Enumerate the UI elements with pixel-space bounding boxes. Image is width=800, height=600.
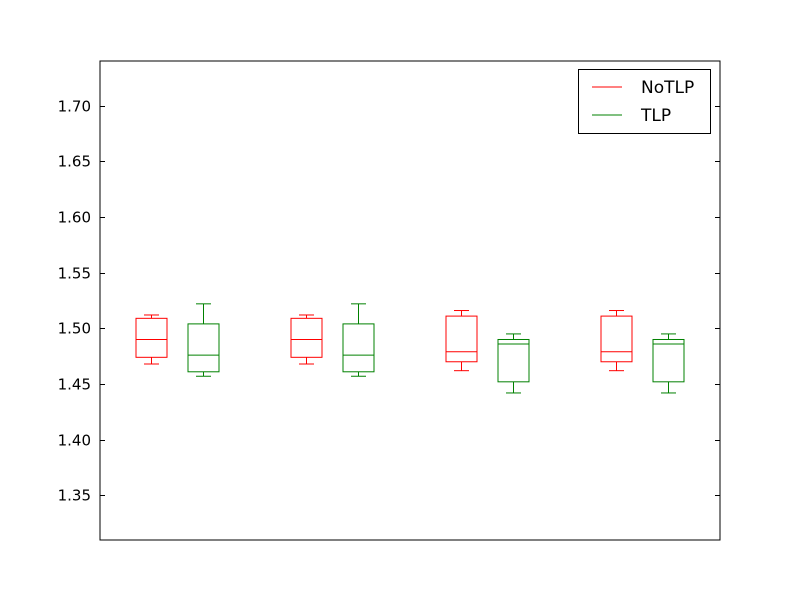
- box-tlp-2: [342, 303, 375, 377]
- y-tick-label: 1.40: [58, 432, 91, 450]
- box-body: [342, 323, 375, 373]
- series-notlp: [135, 310, 633, 372]
- legend: NoTLP TLP: [578, 69, 711, 134]
- box-body: [497, 338, 530, 383]
- box-body: [652, 338, 685, 383]
- box-body: [290, 317, 323, 358]
- y-tick-label: 1.65: [58, 153, 91, 171]
- y-tick-label: 1.55: [58, 265, 91, 283]
- legend-label: TLP: [640, 106, 671, 126]
- box-tlp-3: [497, 333, 530, 394]
- series-tlp: [187, 303, 685, 394]
- boxes-layer: [135, 303, 685, 394]
- y-tick-label: 1.45: [58, 376, 91, 394]
- legend-box: [578, 69, 711, 134]
- box-notlp-2: [290, 314, 323, 365]
- box-body: [600, 315, 633, 363]
- box-body: [135, 317, 168, 358]
- box-tlp-1: [187, 303, 220, 377]
- box-tlp-4: [652, 333, 685, 394]
- y-tick-label: 1.35: [58, 487, 91, 505]
- y-tick-label: 1.50: [58, 320, 91, 338]
- y-tick-label: 1.60: [58, 209, 91, 227]
- y-axis: 1.35 1.40 1.45 1.50 1.55 1.60 1.65 1.70: [58, 98, 720, 505]
- legend-entry-tlp: TLP: [592, 106, 671, 126]
- plot-area-frame: [99, 60, 721, 541]
- legend-label: NoTLP: [641, 78, 694, 98]
- box-body: [445, 315, 478, 363]
- box-notlp-3: [445, 310, 478, 372]
- box-notlp-1: [135, 314, 168, 365]
- box-notlp-4: [600, 310, 633, 372]
- y-tick-label: 1.70: [58, 98, 91, 116]
- legend-entry-notlp: NoTLP: [592, 78, 694, 98]
- box-body: [187, 323, 220, 373]
